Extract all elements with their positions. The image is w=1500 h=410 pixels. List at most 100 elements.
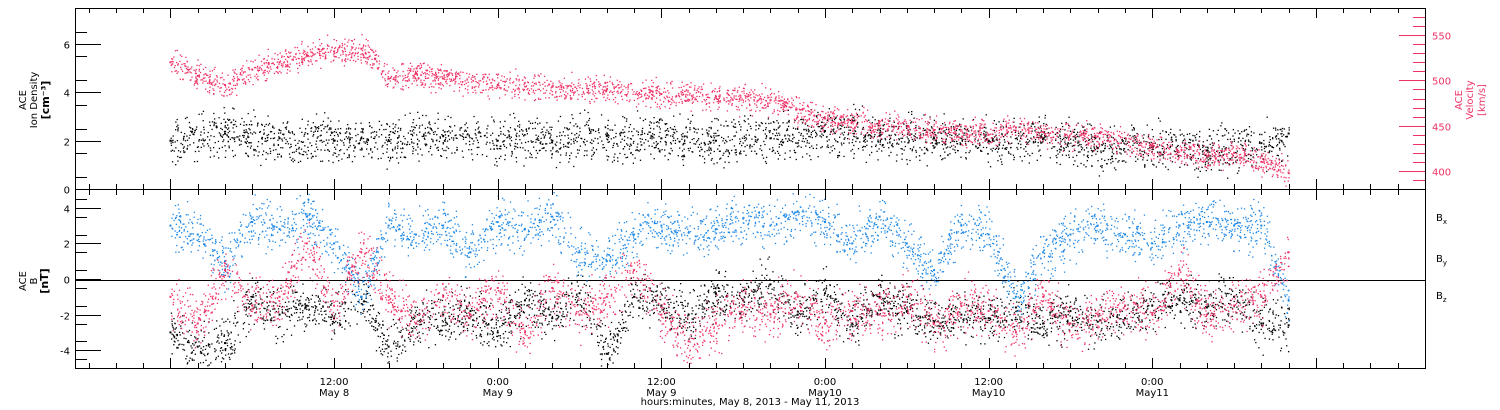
scatter-dot [548,133,549,134]
scatter-dot [535,142,536,143]
scatter-dot [214,69,215,70]
scatter-dot [1003,126,1004,127]
scatter-dot [762,154,763,155]
scatter-dot [1171,137,1172,138]
scatter-dot [429,124,430,125]
scatter-dot [1251,147,1252,148]
scatter-dot [749,147,750,148]
scatter-dot [266,78,267,79]
scatter-dot [556,167,557,168]
scatter-dot [394,148,395,149]
scatter-dot [1246,135,1247,136]
scatter-dot [1280,171,1281,172]
scatter-dot [474,90,475,91]
scatter-dot [996,127,997,128]
scatter-dot [798,145,799,146]
scatter-dot [631,152,632,153]
scatter-dot [1021,123,1022,124]
scatter-dot [519,139,520,140]
scatter-dot [1199,145,1200,146]
scatter-dot [1033,142,1034,143]
scatter-dot [1061,149,1062,150]
scatter-dot [304,145,305,146]
scatter-dot [877,136,878,137]
scatter-dot [182,144,183,145]
scatter-dot [923,114,924,115]
scatter-dot [766,127,767,128]
scatter-dot [234,141,235,142]
scatter-dot [615,133,616,134]
scatter-dot [1195,162,1196,163]
scatter-dot [799,97,800,98]
scatter-dot [1190,158,1191,159]
scatter-dot [718,119,719,120]
scatter-dot [607,128,608,129]
scatter-dot [183,79,184,80]
scatter-dot [1070,143,1071,144]
scatter-dot [852,128,853,129]
scatter-dot [637,94,638,95]
scatter-dot [857,115,858,116]
scatter-dot [1103,171,1104,172]
scatter-dot [599,136,600,137]
scatter-dot [999,139,1000,140]
scatter-dot [402,75,403,76]
scatter-dot [1158,118,1159,119]
data-point [197,75,199,77]
scatter-dot [856,138,857,139]
scatter-dot [614,125,615,126]
scatter-dot [1002,148,1003,149]
scatter-dot [858,115,859,116]
scatter-dot [808,114,809,115]
scatter-dot [413,71,414,72]
scatter-dot [1167,145,1168,146]
scatter-dot [823,135,824,136]
scatter-dot [832,120,833,121]
scatter-dot [850,130,851,131]
scatter-dot [555,144,556,145]
scatter-dot [563,86,564,87]
scatter-dot [228,132,229,133]
scatter-dot [1238,141,1239,142]
scatter-dot [417,112,418,113]
scatter-dot [621,96,622,97]
scatter-dot [372,63,373,64]
scatter-dot [1200,171,1201,172]
scatter-dot [196,126,197,127]
scatter-dot [827,115,828,116]
scatter-dot [248,137,249,138]
scatter-dot [958,134,959,135]
scatter-dot [299,53,300,54]
scatter-dot [233,124,234,125]
scatter-dot [890,135,891,136]
scatter-dot [570,122,571,123]
scatter-dot [863,127,864,128]
scatter-dot [1109,144,1110,145]
scatter-dot [472,159,473,160]
scatter-dot [344,139,345,140]
scatter-dot [948,127,949,128]
scatter-dot [243,135,244,136]
scatter-dot [286,128,287,129]
scatter-dot [1196,168,1197,169]
scatter-dot [220,135,221,136]
scatter-dot [405,85,406,86]
scatter-dot [1188,142,1189,143]
scatter-dot [340,128,341,129]
scatter-dot [648,131,649,132]
scatter-dot [1244,131,1245,132]
scatter-dot [992,150,993,151]
scatter-dot [1015,138,1016,139]
scatter-dot [724,142,725,143]
scatter-dot [387,124,388,125]
scatter-dot [314,151,315,152]
scatter-dot [681,87,682,88]
scatter-dot [230,122,231,123]
scatter-dot [806,142,807,143]
scatter-dot [332,142,333,143]
scatter-dot [565,155,566,156]
scatter-dot [1236,153,1237,154]
scatter-dot [454,125,455,126]
scatter-dot [1037,160,1038,161]
scatter-dot [827,141,828,142]
